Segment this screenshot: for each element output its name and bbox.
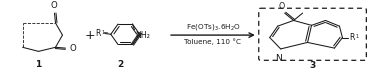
- Text: Fe(OTs)$_3$.6H$_2$O: Fe(OTs)$_3$.6H$_2$O: [186, 22, 240, 32]
- Text: O: O: [279, 2, 285, 11]
- Text: 1: 1: [102, 30, 105, 35]
- Text: O: O: [50, 1, 57, 10]
- Text: N: N: [275, 54, 282, 63]
- Text: Toluene, 110 °C: Toluene, 110 °C: [184, 38, 242, 45]
- Text: O: O: [70, 44, 76, 53]
- Text: 1: 1: [36, 59, 42, 69]
- Text: R: R: [96, 29, 101, 38]
- Text: R: R: [349, 33, 355, 42]
- Text: NH₂: NH₂: [135, 31, 150, 40]
- Text: 1: 1: [355, 34, 358, 39]
- Text: +: +: [85, 29, 96, 42]
- Text: 3: 3: [310, 61, 316, 70]
- Text: 2: 2: [117, 59, 123, 69]
